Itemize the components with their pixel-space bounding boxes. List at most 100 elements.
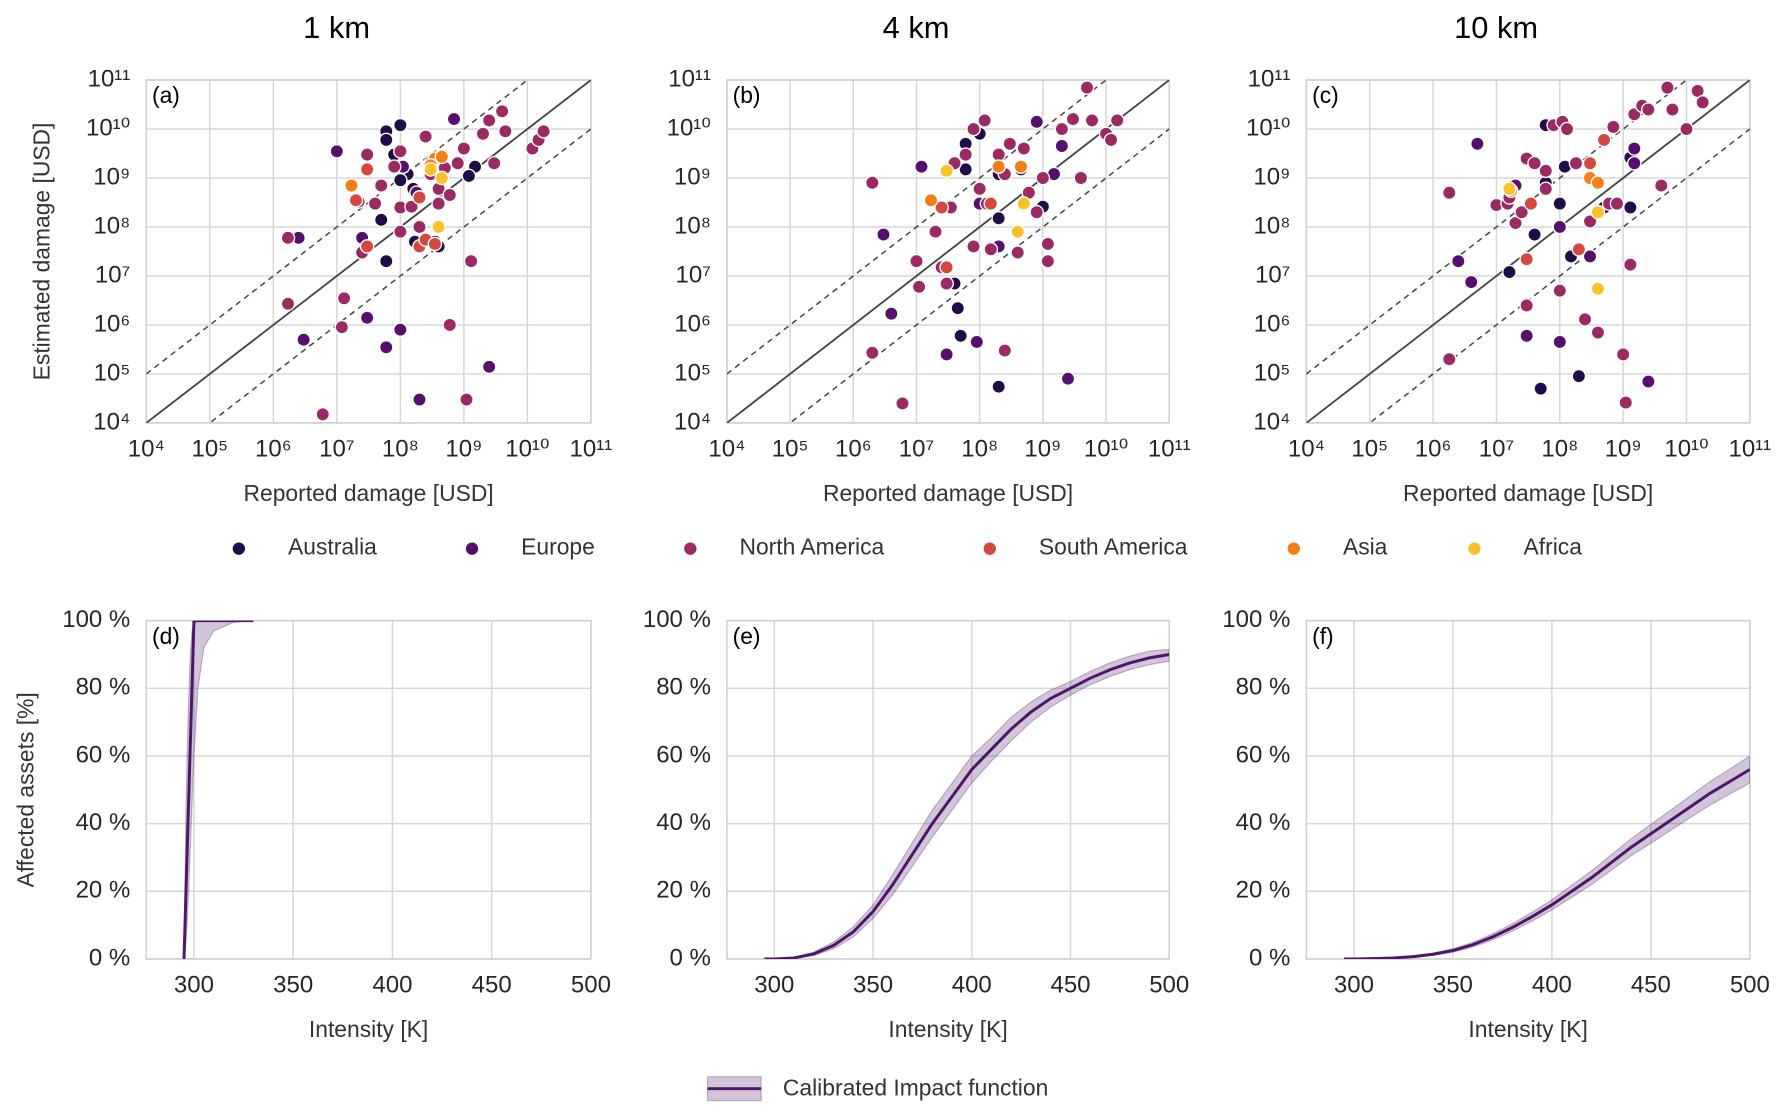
x-tick-label: 450 <box>1631 972 1671 999</box>
data-point <box>969 334 985 350</box>
data-point <box>1552 219 1568 235</box>
y-tick-label: 0 % <box>670 944 711 971</box>
data-point <box>442 317 458 333</box>
data-point <box>1653 178 1669 193</box>
uncertainty-band <box>183 620 254 959</box>
data-point <box>966 239 981 254</box>
panel-label: (e) <box>733 623 761 649</box>
data-point <box>1016 196 1032 211</box>
data-point <box>434 170 450 186</box>
plot-frame <box>145 79 592 424</box>
x-tick-label: 300 <box>174 972 214 999</box>
y-tick-label: 100 % <box>643 606 711 633</box>
plot-area <box>182 620 254 959</box>
data-point <box>393 144 408 159</box>
y-tick-label: 10⁵ <box>1254 359 1291 386</box>
data-point <box>1623 200 1638 215</box>
uncertainty-band <box>764 648 1170 959</box>
x-tick-label: 10¹¹ <box>570 436 613 463</box>
data-point <box>475 126 491 142</box>
y-tick-label: 10⁷ <box>95 261 130 288</box>
y-tick-label: 10⁸ <box>1254 212 1291 239</box>
x-tick-label: 10⁸ <box>382 436 419 463</box>
data-point <box>939 347 954 362</box>
data-point <box>393 172 408 188</box>
y-tick-label: 40 % <box>1236 809 1291 836</box>
data-point <box>983 242 999 257</box>
data-point <box>378 253 394 269</box>
plot-frame <box>726 79 1170 424</box>
data-point <box>958 162 973 177</box>
y-tick-label: 10⁵ <box>94 359 131 386</box>
x-tick-label: 400 <box>952 972 992 999</box>
y-tick-label: 80 % <box>656 674 711 701</box>
data-point <box>461 168 477 184</box>
y-tick-label: 0 % <box>89 944 130 971</box>
x-tick-label: 10⁷ <box>319 436 354 463</box>
x-tick-label: 10⁷ <box>899 436 934 463</box>
data-point <box>1079 80 1095 95</box>
data-point <box>991 211 1007 226</box>
x-tick-label: 10⁵ <box>772 436 809 463</box>
y-tick-label: 60 % <box>656 741 711 768</box>
data-point <box>494 103 510 119</box>
data-point <box>1073 170 1089 186</box>
data-point <box>909 253 924 269</box>
data-point <box>1519 298 1534 313</box>
y-tick-label: 10⁴ <box>1253 408 1290 435</box>
plot-area <box>764 648 1170 959</box>
x-tick-label: 10⁴ <box>1288 436 1325 463</box>
panel-title: 10 km <box>1454 10 1538 45</box>
y-tick-label: 40 % <box>76 809 131 836</box>
plot-frame <box>726 619 1170 960</box>
y-tick-label: 60 % <box>76 741 131 768</box>
data-point <box>939 260 954 275</box>
data-point <box>498 123 513 139</box>
x-tick-label: 450 <box>1050 972 1090 999</box>
data-point <box>280 296 296 312</box>
data-point <box>359 310 375 326</box>
data-point <box>418 129 433 144</box>
data-point <box>1533 381 1549 396</box>
uncertainty-band <box>1344 755 1750 959</box>
data-point <box>344 178 359 193</box>
data-point <box>359 239 375 254</box>
panel-label: (d) <box>152 623 180 649</box>
data-point <box>412 392 427 407</box>
y-tick-label: 0 % <box>1249 944 1290 971</box>
data-point <box>884 306 899 321</box>
x-tick-label: 10⁹ <box>1024 436 1061 463</box>
legend-label: Asia <box>1343 534 1388 560</box>
data-point <box>431 196 446 211</box>
x-tick-label: 10⁶ <box>255 436 292 463</box>
data-point <box>1626 141 1642 156</box>
data-point <box>423 162 438 177</box>
data-point <box>1029 204 1045 220</box>
x-tick-label: 10¹⁰ <box>1664 436 1708 463</box>
data-point <box>442 187 458 203</box>
data-point <box>1470 136 1485 152</box>
legend-label: Australia <box>288 534 377 560</box>
data-point <box>1054 121 1070 137</box>
data-point <box>1450 253 1466 269</box>
panel-label: (c) <box>1312 82 1339 108</box>
data-point <box>359 147 375 162</box>
x-axis-label: Reported damage [USD] <box>823 480 1073 506</box>
y-tick-label: 80 % <box>1236 674 1291 701</box>
x-tick-label: 400 <box>1532 972 1572 999</box>
y-tick-label: 10¹⁰ <box>86 114 130 141</box>
data-point <box>923 193 939 208</box>
y-tick-label: 10¹¹ <box>1248 65 1291 92</box>
x-tick-label: 500 <box>571 972 611 999</box>
data-point <box>315 406 331 422</box>
y-tick-label: 40 % <box>656 809 711 836</box>
data-point <box>1538 181 1554 197</box>
data-point <box>895 396 910 411</box>
data-point <box>456 141 472 156</box>
x-axis-label: Reported damage [USD] <box>244 480 494 506</box>
data-point <box>1552 196 1568 211</box>
reference-line <box>1306 80 1750 423</box>
data-point <box>972 181 987 197</box>
data-point <box>864 175 880 191</box>
x-tick-label: 10⁷ <box>1479 436 1514 463</box>
